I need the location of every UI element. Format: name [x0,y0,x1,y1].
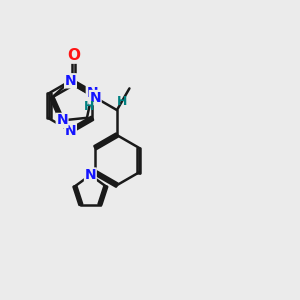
Text: N: N [65,124,76,138]
Text: N: N [86,86,98,100]
Text: O: O [67,48,80,63]
Text: N: N [56,113,68,128]
Text: H: H [84,100,94,113]
Text: N: N [85,168,96,182]
Text: N: N [65,74,76,88]
Text: N: N [89,91,101,105]
Text: H: H [117,95,128,108]
